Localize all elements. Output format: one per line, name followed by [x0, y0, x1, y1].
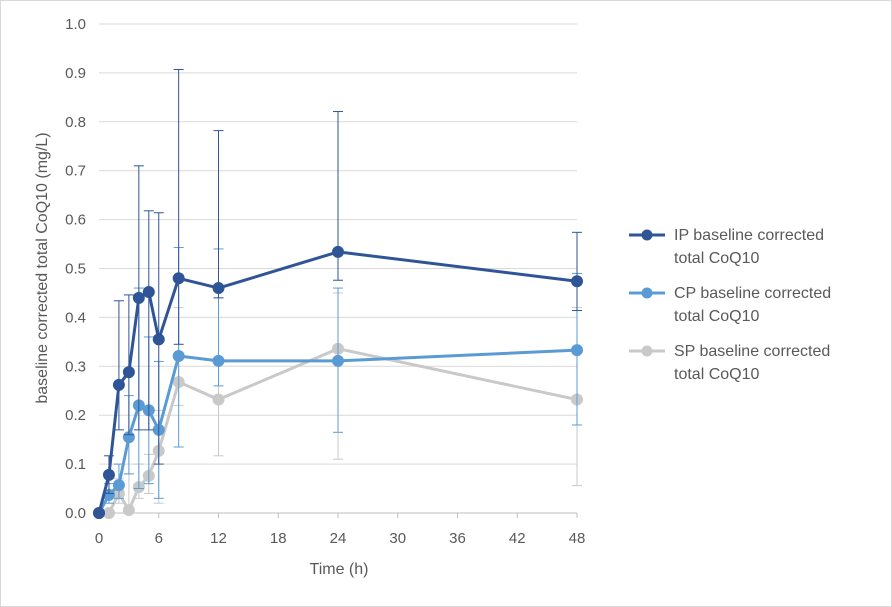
data-point	[571, 344, 583, 357]
y-tick-label: 0.7	[65, 163, 86, 180]
y-tick-label: 0.6	[65, 212, 86, 229]
data-point	[571, 275, 583, 288]
legend-label: IP baseline corrected	[674, 227, 824, 244]
data-point	[112, 378, 125, 391]
y-tick-label: 0.2	[65, 407, 86, 424]
data-point	[93, 507, 105, 519]
y-tick-label: 0.5	[65, 261, 86, 278]
legend-swatch-marker	[641, 229, 653, 241]
legend-label: total CoQ10	[674, 250, 759, 267]
x-tick-label: 0	[95, 530, 103, 547]
x-tick-label: 48	[569, 530, 586, 547]
data-point	[172, 272, 185, 285]
y-tick-labels: 0.0 0.1 0.2 0.3 0.4 0.5 0.6 0.7 0.8 0.9 1.0	[65, 16, 86, 522]
data-point	[132, 291, 145, 304]
series-1	[93, 68, 583, 519]
x-tick-label: 42	[509, 530, 526, 547]
legend-label: CP baseline corrected	[674, 285, 831, 302]
legend-item: CP baseline corrected total CoQ10	[629, 285, 831, 325]
axes	[98, 512, 578, 518]
x-tick-label: 30	[389, 530, 406, 547]
y-tick-label: 0.0	[65, 505, 86, 522]
x-tick-labels: 0 6 12 18 24 30 36 42 48	[95, 530, 586, 547]
x-tick-label: 24	[330, 530, 347, 547]
series-2	[93, 246, 583, 519]
data-point	[172, 350, 185, 363]
data-point	[212, 282, 225, 295]
x-tick-label: 36	[449, 530, 466, 547]
x-tick-label: 6	[155, 530, 163, 547]
legend-label: SP baseline corrected	[674, 343, 830, 360]
legend-swatch-marker	[641, 287, 653, 299]
x-axis-title: Time (h)	[310, 561, 369, 578]
y-tick-label: 0.4	[65, 309, 86, 326]
legend-label: total CoQ10	[674, 366, 759, 383]
data-point	[112, 479, 125, 492]
data-point	[332, 245, 344, 258]
data-point	[332, 354, 344, 367]
y-tick-label: 1.0	[65, 16, 86, 33]
x-tick-label: 12	[210, 530, 227, 547]
data-point	[212, 393, 225, 406]
data-point	[122, 504, 135, 517]
data-point	[102, 507, 115, 519]
plot-area	[93, 68, 583, 519]
y-tick-label: 0.9	[65, 65, 86, 82]
y-tick-label: 0.8	[65, 114, 86, 131]
legend-swatch-marker	[641, 345, 653, 357]
legend-item: IP baseline corrected total CoQ10	[629, 227, 824, 267]
y-tick-label: 0.3	[65, 358, 86, 375]
x-tick-label: 18	[270, 530, 287, 547]
legend-label: total CoQ10	[674, 308, 759, 325]
data-point	[102, 468, 115, 481]
data-point	[212, 354, 225, 367]
data-point	[142, 285, 155, 298]
y-axis-title: baseline corrected total CoQ10 (mg/L)	[34, 132, 51, 403]
data-point	[122, 366, 135, 379]
y-tick-label: 0.1	[65, 456, 86, 473]
legend-item: SP baseline corrected total CoQ10	[629, 343, 830, 383]
data-point	[152, 333, 165, 346]
